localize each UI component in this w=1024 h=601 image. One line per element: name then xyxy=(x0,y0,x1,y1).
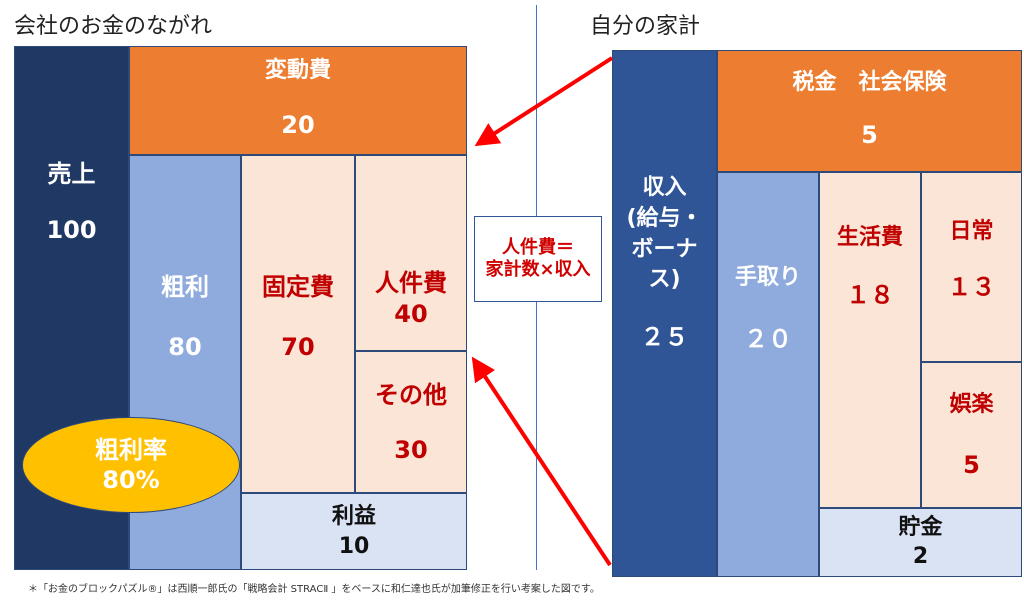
other-cost-block: その他 30 xyxy=(355,351,467,493)
takehome-label: 手取り xyxy=(734,265,801,290)
income-line3: ボーナ xyxy=(631,236,698,262)
personnel-cost-block: 人件費 40 xyxy=(355,155,467,351)
income-line2: (給与・ xyxy=(626,205,703,231)
gross-margin-ellipse: 粗利率 80% xyxy=(22,417,240,513)
personnel-cost-value: 40 xyxy=(394,300,428,329)
income-block: 収入 (給与・ ボーナ ス) ２５ xyxy=(612,50,717,577)
savings-block: 貯金 2 xyxy=(819,508,1022,577)
profit-value: 10 xyxy=(338,533,370,559)
income-line1: 収入 xyxy=(642,175,687,200)
note-line1: 人件費＝ xyxy=(502,236,574,258)
left-title: 会社のお金のながれ xyxy=(14,14,213,39)
personnel-cost-label: 人件費 xyxy=(375,269,447,297)
fun-block: 娯楽 5 xyxy=(921,362,1022,508)
gross-profit-label: 粗利 xyxy=(161,273,209,301)
gross-margin-value: 80% xyxy=(102,466,160,494)
daily-label: 日常 xyxy=(949,219,994,244)
right-title: 自分の家計 xyxy=(590,14,701,39)
gross-margin-label: 粗利率 xyxy=(95,436,167,464)
income-value: ２５ xyxy=(640,323,689,352)
savings-label: 貯金 xyxy=(898,514,943,540)
sales-label: 売上 xyxy=(47,160,96,188)
tax-label: 税金 社会保険 xyxy=(792,69,947,95)
gross-profit-value: 80 xyxy=(168,333,202,362)
living-value: １８ xyxy=(846,280,894,309)
arrow-tax-to-variable xyxy=(474,56,614,147)
variable-cost-block: 変動費 20 xyxy=(129,46,467,155)
living-label: 生活費 xyxy=(836,225,903,250)
variable-cost-value: 20 xyxy=(281,111,315,140)
note-line2: 家計数×収入 xyxy=(485,259,591,280)
sales-value: 100 xyxy=(46,216,97,245)
variable-cost-label: 変動費 xyxy=(264,58,331,84)
fixed-cost-value: 70 xyxy=(281,333,315,362)
tax-block: 税金 社会保険 5 xyxy=(717,50,1022,172)
tax-value: 5 xyxy=(861,120,878,149)
profit-label: 利益 xyxy=(331,503,376,529)
other-cost-label: その他 xyxy=(375,381,447,410)
savings-value: 2 xyxy=(912,543,929,569)
fixed-cost-label: 固定費 xyxy=(262,273,334,301)
income-line4: ス) xyxy=(648,267,681,293)
footnote: ＊「お金のブロックパズル®」は西順一郎氏の「戦略会計 STRACⅡ 」をベースに… xyxy=(28,584,600,595)
personnel-note-box: 人件費＝ 家計数×収入 xyxy=(474,216,602,302)
takehome-block: 手取り ２０ xyxy=(717,172,819,577)
other-cost-value: 30 xyxy=(394,436,428,465)
fun-value: 5 xyxy=(963,450,980,479)
fun-label: 娯楽 xyxy=(949,391,994,417)
daily-block: 日常 １３ xyxy=(921,172,1022,362)
living-block: 生活費 １８ xyxy=(819,172,921,508)
daily-value: １３ xyxy=(947,272,996,301)
takehome-value: ２０ xyxy=(744,324,792,353)
profit-block: 利益 10 xyxy=(241,493,467,570)
arrow-income-to-personnel xyxy=(471,356,612,567)
fixed-cost-block: 固定費 70 xyxy=(241,155,355,493)
